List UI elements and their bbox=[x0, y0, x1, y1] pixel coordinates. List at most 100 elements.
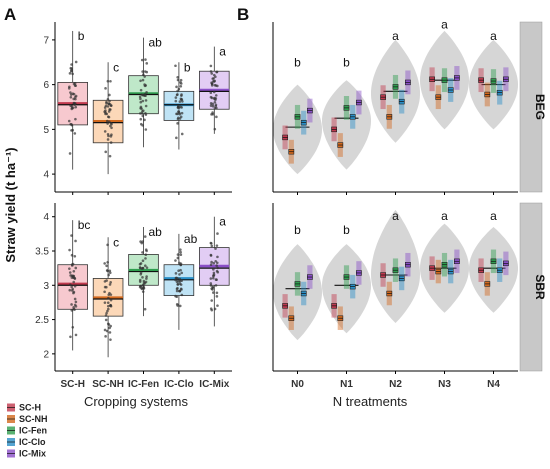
data-point bbox=[176, 253, 180, 256]
data-point bbox=[141, 276, 144, 279]
legend-label: IC-Clo bbox=[19, 437, 46, 447]
data-point bbox=[108, 93, 111, 97]
data-point bbox=[212, 276, 215, 280]
data-point bbox=[145, 91, 148, 94]
data-point bbox=[69, 335, 72, 339]
data-point bbox=[73, 95, 77, 99]
legend-label: SC-NH bbox=[19, 414, 48, 424]
data-point bbox=[212, 73, 216, 77]
data-point bbox=[103, 301, 107, 304]
data-point bbox=[210, 72, 214, 75]
facet-strip-beg: BEG bbox=[519, 21, 547, 193]
data-point bbox=[215, 70, 219, 74]
data-point bbox=[107, 323, 111, 326]
data-point bbox=[70, 285, 73, 289]
data-point bbox=[74, 84, 77, 87]
panel-b-sbr-plot: b b a a a N0 N1 N2 N3 N4 bbox=[272, 203, 518, 390]
data-point bbox=[74, 239, 77, 243]
data-point bbox=[73, 132, 77, 135]
data-point bbox=[210, 299, 214, 302]
data-point bbox=[73, 284, 77, 288]
x-tick-label: SC-H bbox=[60, 379, 84, 390]
data-point bbox=[180, 94, 183, 97]
data-point bbox=[69, 95, 73, 99]
sig-letter: a bbox=[219, 215, 226, 229]
data-point bbox=[107, 134, 110, 138]
data-point bbox=[106, 261, 109, 264]
data-point bbox=[109, 324, 112, 328]
data-point bbox=[108, 154, 112, 158]
data-point bbox=[72, 291, 75, 295]
data-point bbox=[180, 271, 184, 275]
data-point bbox=[212, 273, 216, 277]
data-point bbox=[107, 102, 111, 106]
data-point bbox=[144, 253, 148, 256]
facet-strip-sbr: SBR bbox=[519, 202, 547, 372]
data-point bbox=[104, 314, 108, 317]
data-point bbox=[140, 112, 144, 115]
violin-n2 bbox=[371, 209, 420, 323]
data-point bbox=[70, 129, 73, 132]
data-point bbox=[106, 301, 110, 305]
data-point bbox=[179, 81, 182, 84]
data-point bbox=[69, 104, 72, 108]
data-point bbox=[215, 291, 219, 295]
data-point bbox=[109, 104, 113, 107]
data-point bbox=[141, 70, 144, 73]
data-point bbox=[103, 328, 107, 332]
data-point bbox=[214, 84, 218, 87]
facet-label-sbr: SBR bbox=[533, 274, 547, 300]
data-point bbox=[215, 244, 219, 247]
data-point bbox=[68, 72, 72, 75]
data-point bbox=[216, 266, 220, 270]
data-point bbox=[139, 262, 143, 265]
data-point bbox=[106, 269, 109, 273]
legend-label: SC-H bbox=[19, 403, 41, 413]
data-point bbox=[143, 75, 146, 78]
data-point bbox=[103, 110, 106, 114]
data-point bbox=[103, 130, 107, 133]
data-point bbox=[71, 106, 75, 110]
data-point bbox=[142, 73, 145, 76]
data-point bbox=[145, 277, 148, 280]
data-point bbox=[216, 255, 219, 259]
data-point bbox=[106, 309, 109, 313]
data-point bbox=[106, 79, 110, 83]
data-point bbox=[143, 70, 147, 73]
data-point bbox=[144, 104, 148, 108]
data-point bbox=[107, 115, 111, 119]
data-point bbox=[174, 96, 178, 99]
data-point bbox=[209, 284, 213, 287]
data-point bbox=[143, 264, 147, 267]
data-point bbox=[144, 128, 148, 131]
data-point bbox=[71, 289, 74, 292]
data-point bbox=[209, 254, 213, 257]
data-point bbox=[211, 104, 215, 108]
sig-letter: a bbox=[219, 45, 226, 59]
sig-letter: a bbox=[490, 209, 497, 223]
x-tick-label: N4 bbox=[487, 379, 500, 390]
data-point bbox=[72, 306, 75, 309]
data-point bbox=[106, 105, 110, 108]
facet-label-beg: BEG bbox=[533, 94, 547, 120]
data-point bbox=[178, 304, 182, 308]
data-point bbox=[143, 235, 147, 238]
x-tick-label: IC-Clo bbox=[164, 379, 193, 390]
data-point bbox=[70, 67, 73, 71]
data-point bbox=[138, 278, 142, 282]
data-point bbox=[108, 269, 112, 273]
data-point bbox=[109, 141, 113, 144]
sig-letter: c bbox=[113, 60, 119, 74]
data-point bbox=[107, 120, 111, 124]
data-point bbox=[214, 98, 217, 102]
data-point bbox=[69, 283, 72, 286]
data-point bbox=[209, 102, 213, 105]
sig-letter: b bbox=[78, 29, 85, 43]
data-point bbox=[209, 277, 213, 280]
data-point bbox=[141, 124, 144, 127]
data-point bbox=[174, 99, 178, 103]
data-point bbox=[70, 234, 73, 237]
data-point bbox=[69, 91, 72, 94]
data-point bbox=[106, 138, 110, 141]
data-point bbox=[103, 262, 106, 265]
